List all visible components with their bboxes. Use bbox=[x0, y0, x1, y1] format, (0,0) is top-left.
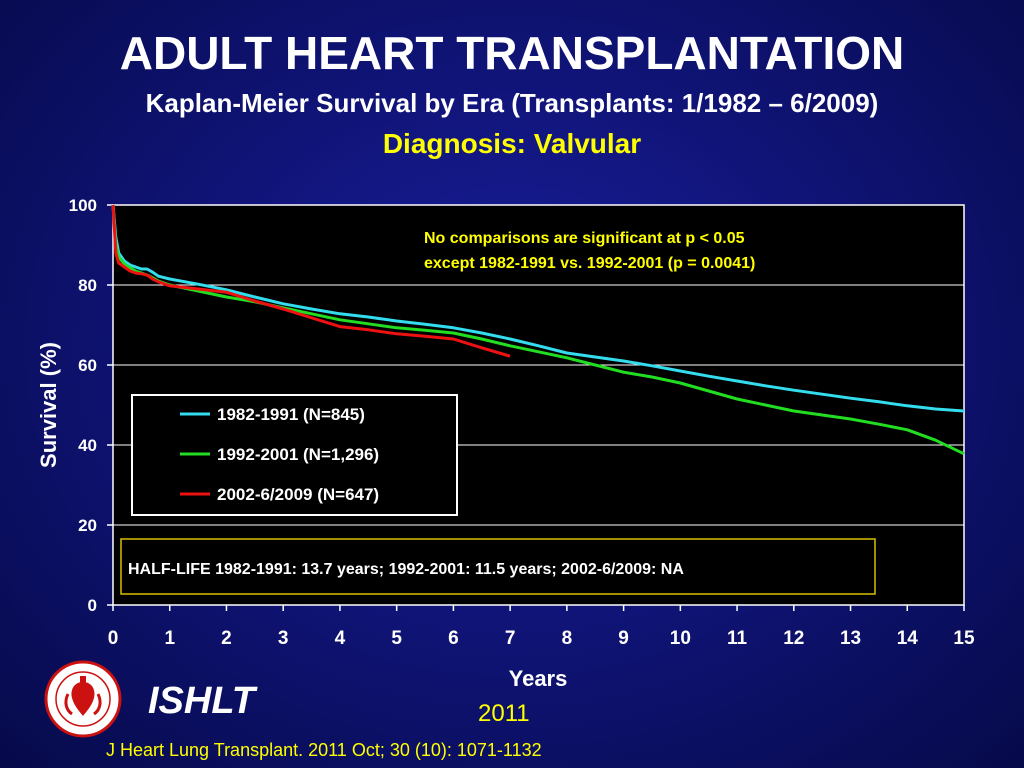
x-tick-label: 6 bbox=[448, 628, 459, 649]
half-life-box bbox=[120, 538, 876, 595]
x-axis-label: Years bbox=[509, 666, 568, 691]
page-title: ADULT HEART TRANSPLANTATION bbox=[119, 27, 905, 79]
x-tick-label: 3 bbox=[278, 628, 289, 649]
annotation-line: except 1982-1991 vs. 1992-2001 (p = 0.00… bbox=[424, 255, 755, 272]
y-tick-label: 20 bbox=[78, 516, 97, 535]
series-line-0 bbox=[111, 204, 965, 413]
y-tick-label: 40 bbox=[78, 436, 97, 455]
x-tick-label: 7 bbox=[505, 628, 516, 649]
y-tick-label: 80 bbox=[78, 276, 97, 295]
legend-label: 1992-2001 (N=1,296) bbox=[217, 445, 379, 464]
org-name: ISHLT bbox=[148, 680, 255, 722]
page-subtitle: Kaplan-Meier Survival by Era (Transplant… bbox=[145, 88, 879, 118]
report-year: 2011 bbox=[478, 700, 530, 727]
x-tick-label: 10 bbox=[670, 628, 691, 649]
x-tick-label: 5 bbox=[391, 628, 402, 649]
annotation-line: No comparisons are significant at p < 0.… bbox=[424, 230, 745, 247]
x-tick-label: 8 bbox=[562, 628, 573, 649]
y-tick-label: 100 bbox=[69, 196, 97, 215]
y-tick-label: 60 bbox=[78, 356, 97, 375]
x-tick-label: 13 bbox=[840, 628, 861, 649]
x-tick-label: 0 bbox=[108, 628, 119, 649]
ishlt-logo-icon bbox=[44, 660, 122, 738]
x-tick-label: 4 bbox=[335, 628, 346, 649]
diagnosis-subtitle: Diagnosis: Valvular bbox=[382, 128, 642, 159]
series-line-2 bbox=[111, 204, 511, 358]
x-tick-label: 15 bbox=[953, 628, 975, 649]
legend-label: 1982-1991 (N=845) bbox=[217, 405, 365, 424]
x-tick-label: 9 bbox=[618, 628, 629, 649]
x-tick-label: 12 bbox=[783, 628, 804, 649]
x-tick-label: 14 bbox=[897, 628, 919, 649]
citation: J Heart Lung Transplant. 2011 Oct; 30 (1… bbox=[106, 740, 542, 760]
y-tick-label: 0 bbox=[88, 596, 97, 615]
x-tick-label: 11 bbox=[727, 628, 748, 649]
legend-label: 2002-6/2009 (N=647) bbox=[217, 485, 379, 504]
x-tick-label: 2 bbox=[221, 628, 232, 649]
y-axis-label: Survival (%) bbox=[36, 342, 61, 468]
half-life-note: HALF-LIFE 1982-1991: 13.7 years; 1992-20… bbox=[128, 561, 684, 578]
x-tick-label: 1 bbox=[164, 628, 175, 649]
